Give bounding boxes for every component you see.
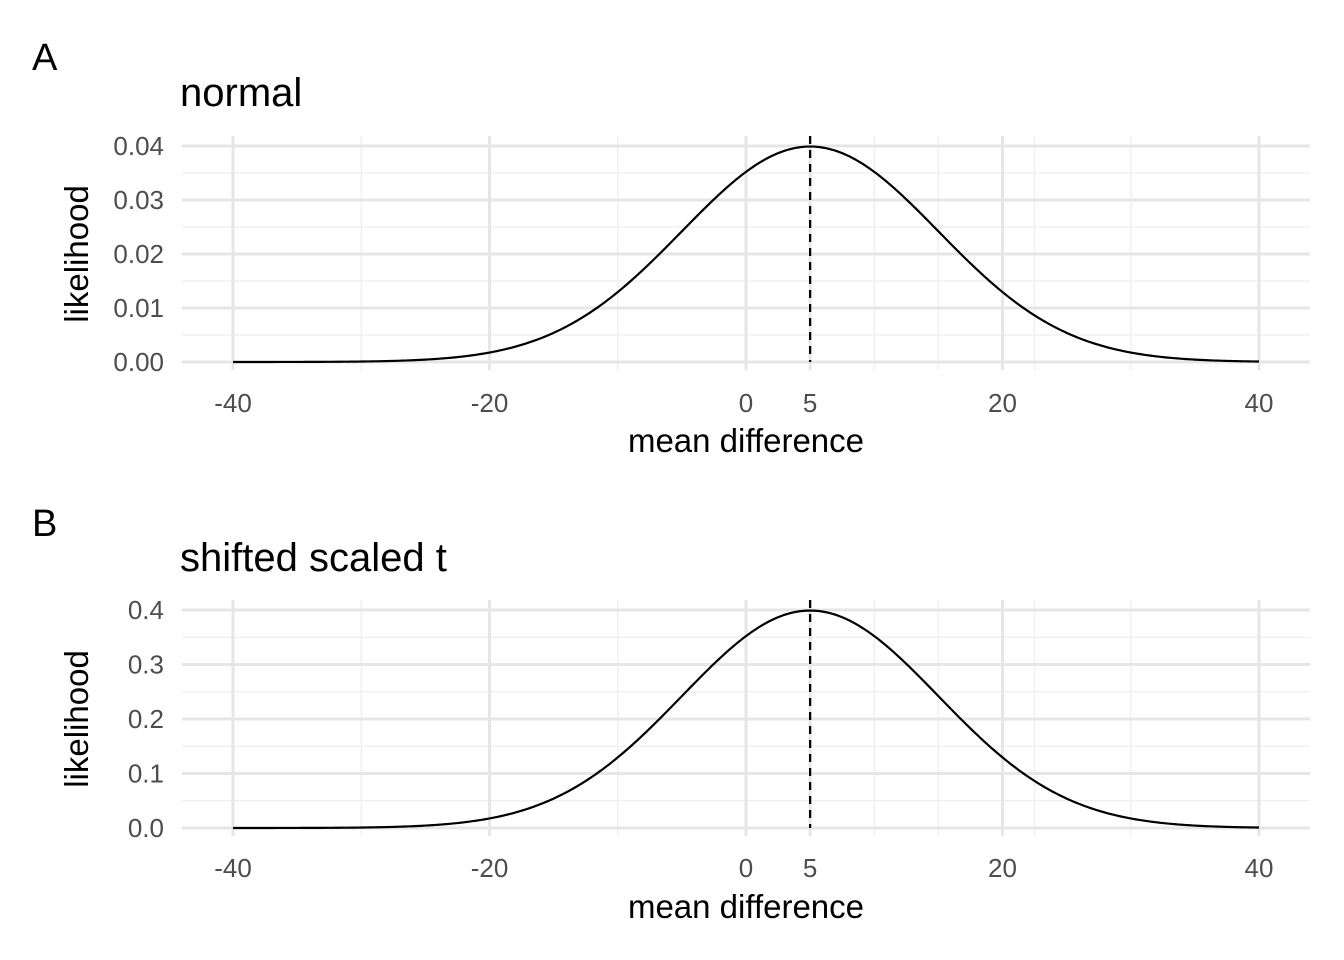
y-axis-title: likelihood [58, 185, 95, 323]
x-tick-label: 20 [988, 853, 1017, 883]
x-tick-label: 20 [988, 388, 1017, 418]
density-curve [233, 609, 1260, 830]
x-tick-label: -20 [471, 388, 509, 418]
x-tick-label: -40 [214, 853, 252, 883]
x-tick-label: 40 [1245, 388, 1274, 418]
x-tick-label: 5 [803, 853, 817, 883]
density-curve [233, 145, 1260, 364]
x-tick-label: 0 [739, 388, 753, 418]
y-tick-label: 0.02 [113, 239, 164, 269]
y-tick-label: 0.01 [113, 293, 164, 323]
panel-title: normal [180, 71, 302, 115]
y-tick-label: 0.2 [128, 704, 164, 734]
x-axis-title: mean difference [628, 422, 864, 459]
y-tick-label: 0.3 [128, 650, 164, 680]
x-tick-label: 5 [803, 388, 817, 418]
y-tick-label: 0.4 [128, 595, 164, 625]
y-axis-title: likelihood [58, 650, 95, 788]
y-tick-label: 0.0 [128, 813, 164, 843]
panel-title: shifted scaled t [180, 536, 447, 580]
x-tick-label: -20 [471, 853, 509, 883]
y-tick-label: 0.04 [113, 131, 164, 161]
panel-tag: A [32, 37, 58, 79]
x-tick-label: -40 [214, 388, 252, 418]
x-axis-title: mean difference [628, 888, 864, 925]
x-tick-label: 40 [1245, 853, 1274, 883]
y-tick-label: 0.00 [113, 347, 164, 377]
y-tick-label: 0.03 [113, 185, 164, 215]
panel-tag: B [32, 503, 57, 545]
x-tick-label: 0 [739, 853, 753, 883]
y-tick-label: 0.1 [128, 759, 164, 789]
